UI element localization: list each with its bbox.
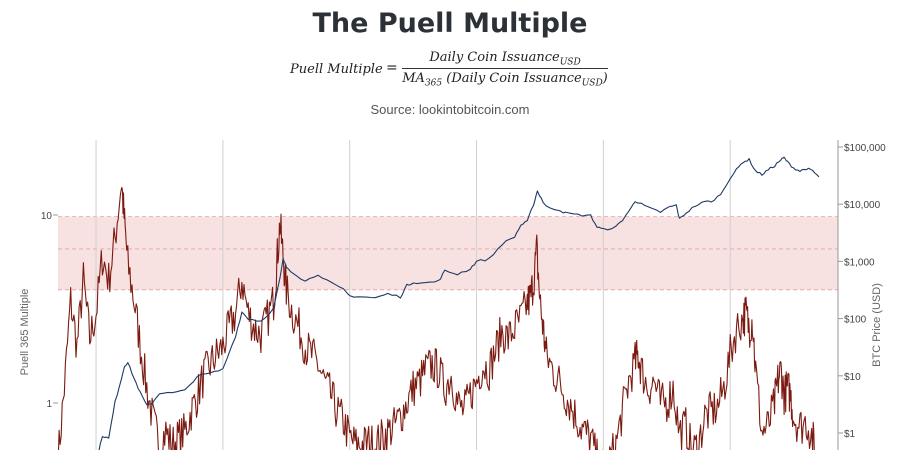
right-tick-label: $10 <box>844 372 861 383</box>
formula-equals: = <box>386 60 398 76</box>
chart-title: The Puell Multiple <box>312 8 588 39</box>
series-lines <box>58 156 820 450</box>
left-axis-title: Puell 365 Multiple <box>19 289 31 376</box>
right-tick-label: $1,000 <box>844 257 875 268</box>
formula: Puell Multiple = Daily Coin IssuanceUSD … <box>0 50 900 92</box>
right-tick-label: $1 <box>844 429 856 440</box>
right-axis-title: BTC Price (USD) <box>871 283 883 367</box>
right-tick-label: $10,000 <box>844 200 881 211</box>
btc-price-line <box>98 156 820 450</box>
axes: 10 1 $100,000 $10,000 $1,000 $100 $10 $1 Puell 3… <box>19 140 886 450</box>
formula-lhs: Puell Multiple <box>290 62 383 77</box>
right-tick-label: $100,000 <box>844 143 886 154</box>
puell-multiple-line <box>58 186 815 450</box>
left-tick-label: 1 <box>46 399 52 410</box>
vertical-gridlines <box>95 140 731 450</box>
fraction-bar <box>402 68 608 69</box>
band-area <box>58 216 838 290</box>
left-tick-label: 10 <box>41 211 53 222</box>
overheat-band <box>58 216 838 291</box>
formula-denominator: MA365 (Daily Coin IssuanceUSD) <box>402 71 608 89</box>
right-tick-label: $100 <box>844 315 867 326</box>
formula-numerator: Daily Coin IssuanceUSD <box>429 50 581 68</box>
formula-fraction: Daily Coin IssuanceUSD MA365 (Daily Coin… <box>402 50 608 89</box>
source-caption: Source: lookintobitcoin.com <box>370 102 530 117</box>
